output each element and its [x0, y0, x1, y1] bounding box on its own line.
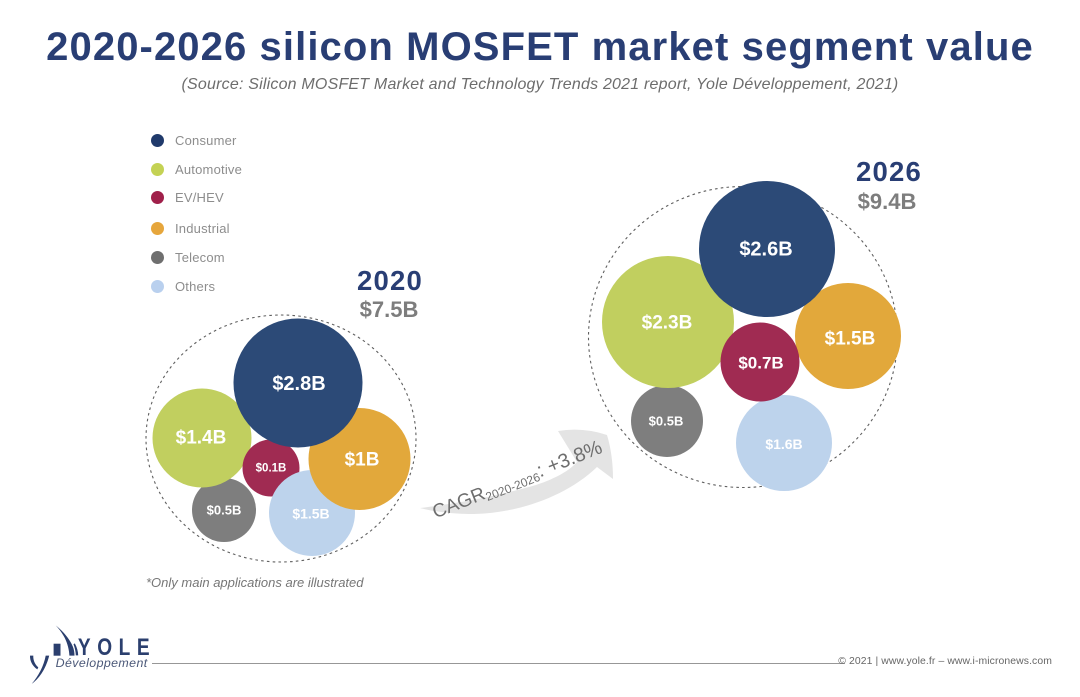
svg-text:$1.5B: $1.5B — [292, 506, 329, 522]
svg-text:$0.7B: $0.7B — [738, 354, 783, 373]
svg-text:$2.3B: $2.3B — [642, 313, 693, 334]
svg-text:YOLE: YOLE — [78, 633, 156, 661]
svg-text:$1.5B: $1.5B — [825, 329, 876, 350]
svg-text:$0.5B: $0.5B — [207, 503, 242, 518]
svg-text:$1.6B: $1.6B — [765, 436, 802, 452]
svg-text:$1.4B: $1.4B — [176, 428, 227, 449]
svg-text:Développement: Développement — [56, 656, 148, 670]
svg-text:$2.6B: $2.6B — [739, 239, 792, 261]
svg-text:$0.5B: $0.5B — [649, 414, 684, 429]
svg-text:$2.8B: $2.8B — [272, 373, 325, 395]
svg-text:$1B: $1B — [345, 450, 380, 471]
svg-text:$0.1B: $0.1B — [256, 463, 287, 475]
